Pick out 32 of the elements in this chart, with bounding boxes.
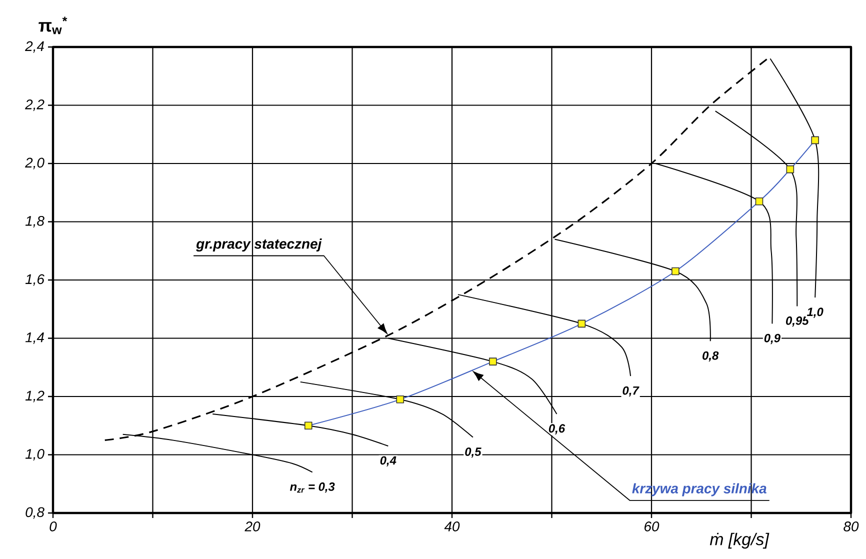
x-tick-label: 0 [50,522,57,532]
line-series [300,381,474,438]
y-tick-label: 2,2 [25,99,44,112]
line-series [457,294,632,377]
line-series [714,110,798,307]
series-label: 1,0 [806,308,824,318]
x-tick-label: 80 [844,522,859,532]
series-label: 0,4 [380,456,396,466]
y-tick-label: 1,4 [25,332,44,344]
y-tick-label: 1,8 [25,216,44,228]
x-tick-label: 20 [244,522,260,532]
line-series [554,238,711,342]
annotation: gr.pracy statecznej [196,238,322,252]
y-tick-label: 1,2 [25,390,44,402]
x-tick-label: 40 [444,522,460,532]
line-series [654,162,773,324]
x-tick-label: 60 [644,522,660,532]
series-label: 0,95 [786,316,809,327]
y-axis-title: π$_{w}$* [38,16,68,34]
series-label: 0,6 [548,424,566,434]
series-label: 0,8 [702,351,719,362]
series-label: 0,7 [622,386,640,396]
line-series [388,338,558,414]
y-tick-label: 0,8 [26,507,44,519]
x-axis-title: ṁ [kg/s] [710,532,770,549]
series-label: n$_{zr}$ = 0,3 [290,482,335,493]
series-label: 0,5 [465,447,482,458]
y-tick-label: 2,4 [25,41,44,53]
y-tick-label: 2,0 [25,158,44,170]
y-tick-label: 1,0 [25,448,44,461]
series-label: 0,9 [764,334,780,344]
y-tick-label: 1,6 [25,274,44,286]
